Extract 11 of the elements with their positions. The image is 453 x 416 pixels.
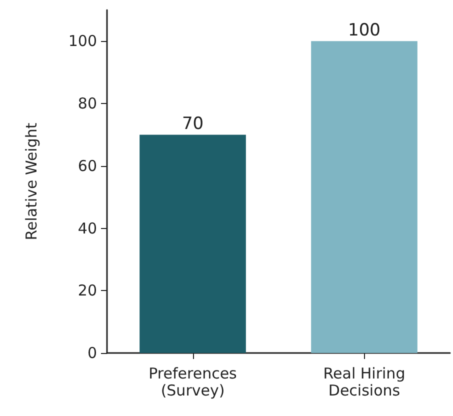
- y-tick-label: 0: [87, 344, 97, 362]
- y-axis-title: Relative Weight: [22, 122, 40, 240]
- y-tick-label: 100: [68, 32, 97, 50]
- x-tick-label: Real Hiring Decisions: [323, 364, 406, 400]
- y-tick-label: 40: [78, 219, 97, 238]
- y-tick-label: 60: [78, 156, 97, 175]
- x-tick-label: Preferences (Survey): [148, 364, 238, 400]
- y-tick-label: 20: [78, 282, 97, 300]
- data-label: 70: [182, 114, 204, 134]
- y-tick-label: 80: [78, 94, 97, 113]
- data-label: 100: [348, 20, 380, 41]
